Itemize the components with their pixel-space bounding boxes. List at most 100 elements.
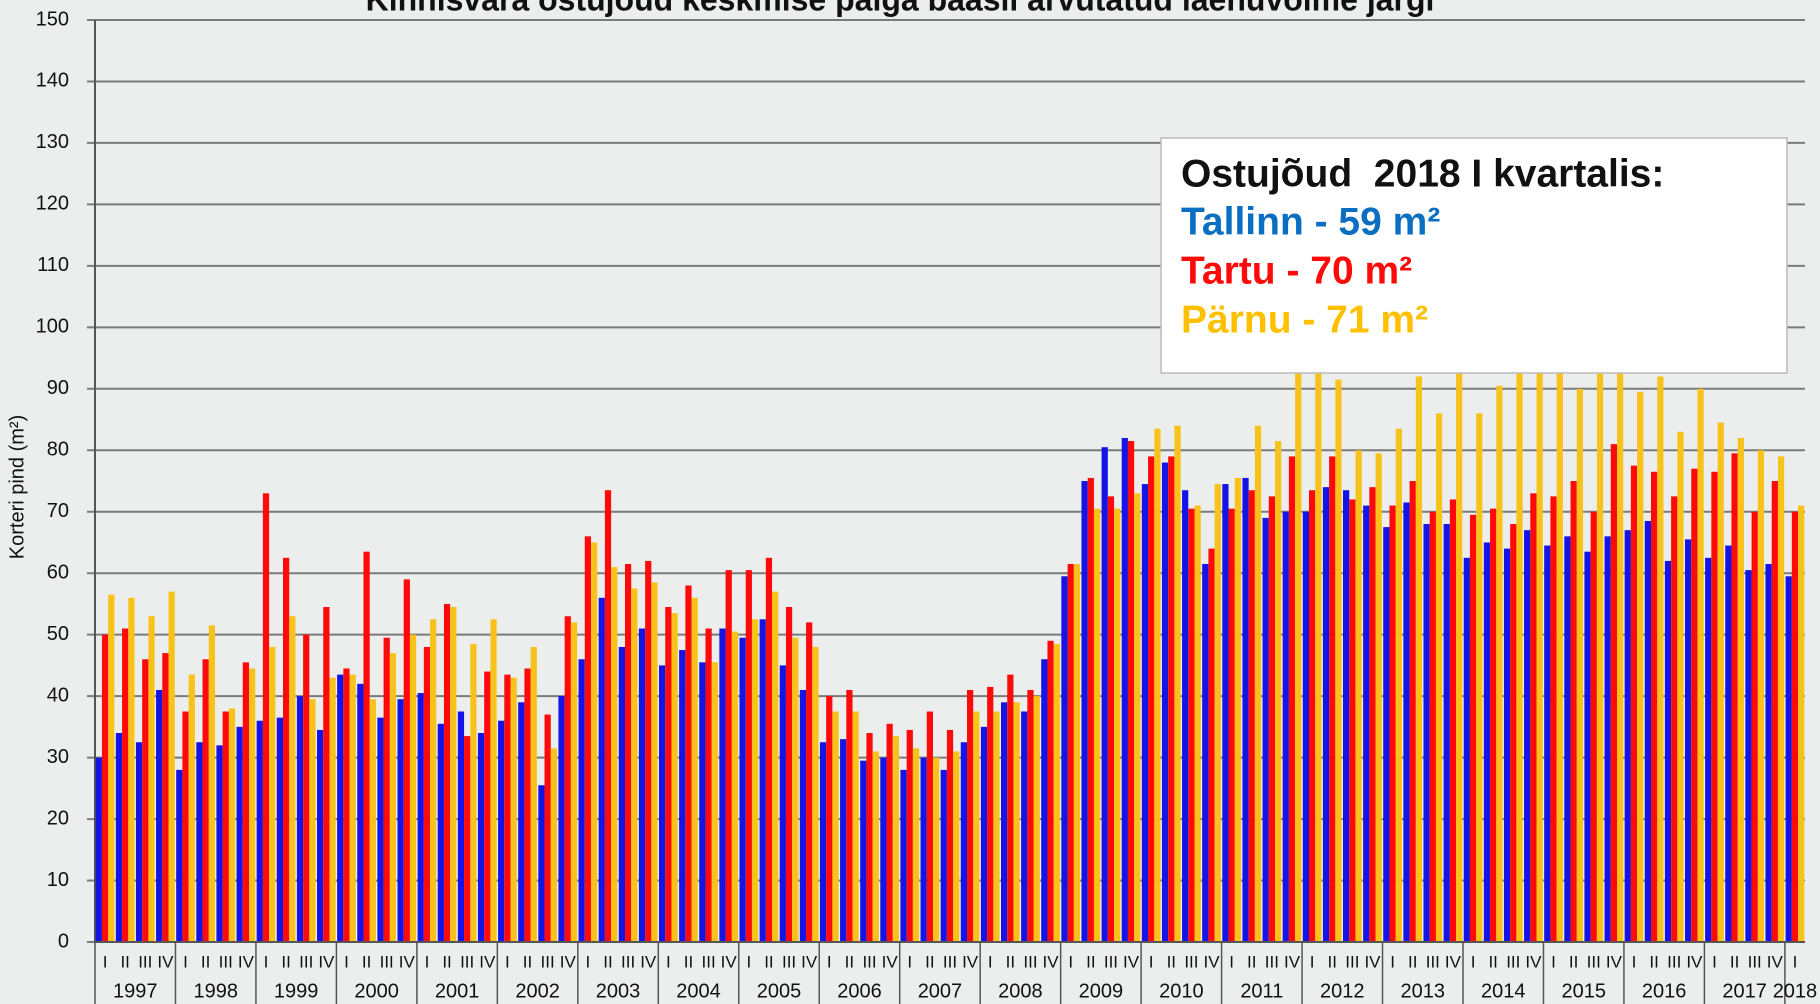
x-tick-label: I: [1390, 952, 1395, 971]
bar: [631, 588, 638, 942]
bar: [832, 711, 839, 942]
x-tick-label: IV: [1123, 952, 1140, 971]
x-tick-label: IV: [1525, 952, 1542, 971]
bar: [1570, 481, 1577, 942]
x-tick-label: I: [666, 952, 671, 971]
bar: [430, 619, 437, 942]
year-label: 2011: [1240, 980, 1283, 1002]
x-tick-label: III: [1667, 952, 1681, 971]
bar: [1021, 711, 1028, 942]
bar: [792, 637, 799, 942]
bar: [1302, 511, 1309, 942]
bar: [564, 616, 571, 942]
bar: [785, 607, 793, 942]
bar: [840, 739, 847, 942]
bar: [1697, 388, 1704, 942]
bar: [1550, 496, 1557, 942]
bar: [1114, 508, 1121, 942]
x-tick-label: III: [299, 952, 313, 971]
bar: [316, 729, 324, 942]
bar: [719, 628, 726, 942]
bar: [645, 560, 652, 942]
bar: [369, 699, 376, 942]
bar: [1429, 511, 1436, 942]
bar: [1757, 450, 1765, 942]
y-tick-label: 10: [47, 869, 69, 891]
bar: [1765, 563, 1772, 942]
bar: [108, 594, 115, 942]
bar: [860, 760, 867, 942]
x-tick-label: II: [362, 952, 371, 971]
y-tick-label: 150: [36, 8, 69, 30]
bar: [1248, 490, 1255, 942]
x-tick-label: III: [1587, 952, 1601, 971]
bar: [980, 726, 988, 942]
x-tick-label: II: [1006, 952, 1015, 971]
bar: [906, 729, 913, 942]
bar: [1737, 437, 1744, 942]
x-tick-label: II: [1649, 952, 1658, 971]
bar: [1322, 487, 1330, 942]
y-tick-label: 100: [36, 316, 69, 338]
bar: [1751, 511, 1758, 942]
x-tick-label: II: [845, 952, 854, 971]
x-tick-label: IV: [1284, 952, 1301, 971]
bar: [1027, 689, 1034, 942]
x-tick-label: II: [1247, 952, 1256, 971]
bar: [1771, 481, 1778, 942]
bar: [216, 745, 223, 942]
x-tick-label: III: [380, 952, 394, 971]
x-tick-label: I: [264, 952, 269, 971]
x-tick-label: III: [621, 952, 635, 971]
x-tick-label: III: [219, 952, 233, 971]
x-tick-label: II: [684, 952, 693, 971]
bar: [156, 689, 163, 942]
bar: [1657, 376, 1664, 942]
bar: [900, 769, 907, 942]
bar: [1234, 477, 1242, 942]
x-tick-label: II: [1167, 952, 1176, 971]
bar: [490, 619, 497, 942]
year-label: 2018: [1773, 980, 1818, 1002]
bar: [1717, 422, 1724, 942]
year-label: 2006: [837, 980, 882, 1002]
bar: [987, 686, 994, 942]
bar: [1644, 520, 1651, 942]
bar: [558, 696, 565, 942]
bar: [1182, 490, 1189, 942]
bar: [550, 748, 558, 942]
annotation-line: Pärnu - 71 m²: [1181, 298, 1428, 341]
bar: [1705, 557, 1712, 942]
bar: [926, 711, 934, 942]
bar: [765, 557, 773, 942]
x-tick-label: IV: [560, 952, 577, 971]
bar: [1469, 514, 1477, 942]
x-tick-label: II: [764, 952, 773, 971]
bar: [751, 619, 759, 942]
year-label: 2013: [1401, 980, 1446, 1002]
bar: [1174, 425, 1181, 942]
x-tick-label: I: [1793, 952, 1798, 971]
bar: [142, 659, 149, 942]
bar: [329, 677, 336, 942]
x-tick-label: I: [1632, 952, 1637, 971]
x-tick-label: I: [183, 952, 188, 971]
bar: [1604, 536, 1611, 942]
bar: [671, 613, 678, 942]
year-label: 2010: [1159, 980, 1204, 1002]
annotation-line: Tartu - 70 m²: [1181, 249, 1412, 292]
x-tick-label: III: [541, 952, 555, 971]
bar: [1127, 441, 1135, 942]
bar: [705, 628, 712, 942]
bar: [1564, 536, 1571, 942]
bar: [1329, 456, 1336, 942]
year-label: 2000: [354, 980, 399, 1002]
bar: [1725, 545, 1732, 942]
x-tick-label: IV: [1364, 952, 1381, 971]
bar: [1503, 548, 1511, 942]
bar: [1342, 490, 1350, 942]
bar: [1711, 471, 1718, 942]
bar: [1777, 456, 1785, 942]
bar: [1691, 468, 1698, 942]
bar: [1731, 453, 1738, 942]
